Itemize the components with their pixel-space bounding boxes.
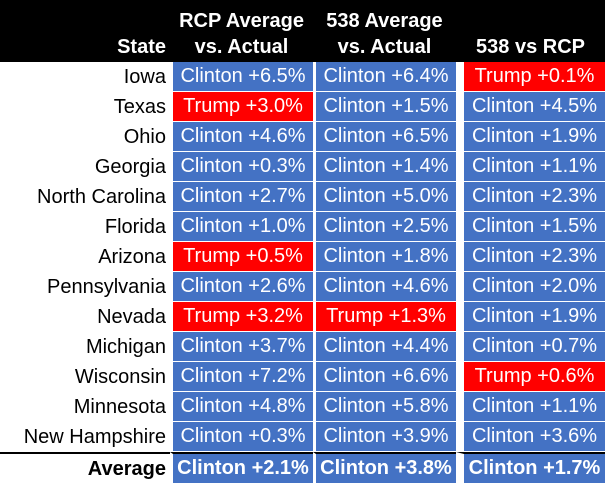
cell-rcp: Clinton +7.2% xyxy=(170,362,313,392)
cell-rcp: Clinton +2.6% xyxy=(170,272,313,302)
cell-538-vs-rcp: Clinton +1.5% xyxy=(456,212,605,242)
table-row: New Hampshire Clinton +0.3% Clinton +3.9% C… xyxy=(0,422,605,452)
state-name: North Carolina xyxy=(0,182,170,212)
cell-rcp: Clinton +6.5% xyxy=(170,62,313,92)
state-name: Texas xyxy=(0,92,170,122)
cell-538-vs-rcp: Clinton +1.9% xyxy=(456,302,605,332)
cell-538: Clinton +6.5% xyxy=(313,122,456,152)
cell-538-vs-rcp: Clinton +1.9% xyxy=(456,122,605,152)
table-row: Arizona Trump +0.5% Clinton +1.8% Clinton +… xyxy=(0,242,605,272)
state-name: Pennsylvania xyxy=(0,272,170,302)
cell-rcp: Clinton +2.1% xyxy=(170,452,313,484)
table-row: Ohio Clinton +4.6% Clinton +6.5% Clinton +1… xyxy=(0,122,605,152)
average-row: Average Clinton +2.1% Clinton +3.8% Clinton… xyxy=(0,452,605,484)
state-name: Nevada xyxy=(0,302,170,332)
cell-rcp: Clinton +2.7% xyxy=(170,182,313,212)
cell-538-vs-rcp: Trump +0.6% xyxy=(456,362,605,392)
header-rcp-line2: vs. Actual xyxy=(194,36,289,58)
table-row: North Carolina Clinton +2.7% Clinton +5.0%… xyxy=(0,182,605,212)
cell-rcp: Trump +3.2% xyxy=(170,302,313,332)
table-row: Minnesota Clinton +4.8% Clinton +5.8% Clint… xyxy=(0,392,605,422)
state-name: Georgia xyxy=(0,152,170,182)
cell-538: Clinton +1.8% xyxy=(313,242,456,272)
cell-538-vs-rcp: Clinton +2.3% xyxy=(456,182,605,212)
table-row: Florida Clinton +1.0% Clinton +2.5% Clinton… xyxy=(0,212,605,242)
table-row: Pennsylvania Clinton +2.6% Clinton +4.6% Cl… xyxy=(0,272,605,302)
cell-rcp: Clinton +0.3% xyxy=(170,152,313,182)
cell-rcp: Clinton +0.3% xyxy=(170,422,313,452)
table-row: Iowa Clinton +6.5% Clinton +6.4% Trump +0.1… xyxy=(0,62,605,92)
state-name: Iowa xyxy=(0,62,170,92)
state-name: Florida xyxy=(0,212,170,242)
header-rcp-line1: RCP Average xyxy=(179,10,304,32)
cell-538-vs-rcp: Trump +0.1% xyxy=(456,62,605,92)
cell-538: Clinton +6.4% xyxy=(313,62,456,92)
cell-538-vs-rcp: Clinton +0.7% xyxy=(456,332,605,362)
cell-538: Clinton +3.9% xyxy=(313,422,456,452)
cell-538-vs-rcp: Clinton +3.6% xyxy=(456,422,605,452)
header-row: State RCP Average vs. Actual 538 Average… xyxy=(0,0,605,62)
cell-538-vs-rcp: Clinton +1.1% xyxy=(456,152,605,182)
state-name: Minnesota xyxy=(0,392,170,422)
table-row: Nevada Trump +3.2% Trump +1.3% Clinton +1.9… xyxy=(0,302,605,332)
cell-rcp: Trump +0.5% xyxy=(170,242,313,272)
cell-538: Clinton +4.6% xyxy=(313,272,456,302)
cell-538: Clinton +3.8% xyxy=(313,452,456,484)
table-row: Texas Trump +3.0% Clinton +1.5% Clinton +4.… xyxy=(0,92,605,122)
header-rcp: RCP Average vs. Actual xyxy=(170,0,313,62)
cell-538: Clinton +1.4% xyxy=(313,152,456,182)
table-body: Iowa Clinton +6.5% Clinton +6.4% Trump +0.1… xyxy=(0,62,605,484)
state-name: New Hampshire xyxy=(0,422,170,452)
cell-538: Clinton +2.5% xyxy=(313,212,456,242)
cell-rcp: Clinton +3.7% xyxy=(170,332,313,362)
cell-538: Clinton +5.8% xyxy=(313,392,456,422)
cell-538-vs-rcp: Clinton +1.1% xyxy=(456,392,605,422)
cell-538: Clinton +4.4% xyxy=(313,332,456,362)
table-row: Georgia Clinton +0.3% Clinton +1.4% Clinton… xyxy=(0,152,605,182)
cell-rcp: Clinton +4.6% xyxy=(170,122,313,152)
state-name: Michigan xyxy=(0,332,170,362)
cell-538-vs-rcp: Clinton +1.7% xyxy=(456,452,605,484)
state-name: Arizona xyxy=(0,242,170,272)
header-538: 538 Average vs. Actual xyxy=(313,0,456,62)
state-name: Ohio xyxy=(0,122,170,152)
cell-538-vs-rcp: Clinton +4.5% xyxy=(456,92,605,122)
cell-rcp: Clinton +4.8% xyxy=(170,392,313,422)
cell-538: Trump +1.3% xyxy=(313,302,456,332)
header-538-line2: vs. Actual xyxy=(337,36,432,58)
cell-rcp: Trump +3.0% xyxy=(170,92,313,122)
average-label: Average xyxy=(0,452,170,484)
header-538-line1: 538 Average xyxy=(326,10,443,32)
header-diff-line2: 538 vs RCP xyxy=(476,36,585,58)
cell-538: Clinton +5.0% xyxy=(313,182,456,212)
cell-538: Clinton +6.6% xyxy=(313,362,456,392)
table-row: Wisconsin Clinton +7.2% Clinton +6.6% Trump… xyxy=(0,362,605,392)
cell-538-vs-rcp: Clinton +2.0% xyxy=(456,272,605,302)
cell-538-vs-rcp: Clinton +2.3% xyxy=(456,242,605,272)
cell-538: Clinton +1.5% xyxy=(313,92,456,122)
state-name: Wisconsin xyxy=(0,362,170,392)
header-state: State xyxy=(0,0,170,62)
cell-rcp: Clinton +1.0% xyxy=(170,212,313,242)
table-row: Michigan Clinton +3.7% Clinton +4.4% Clinto… xyxy=(0,332,605,362)
header-538-vs-rcp: 538 vs RCP xyxy=(456,0,605,62)
